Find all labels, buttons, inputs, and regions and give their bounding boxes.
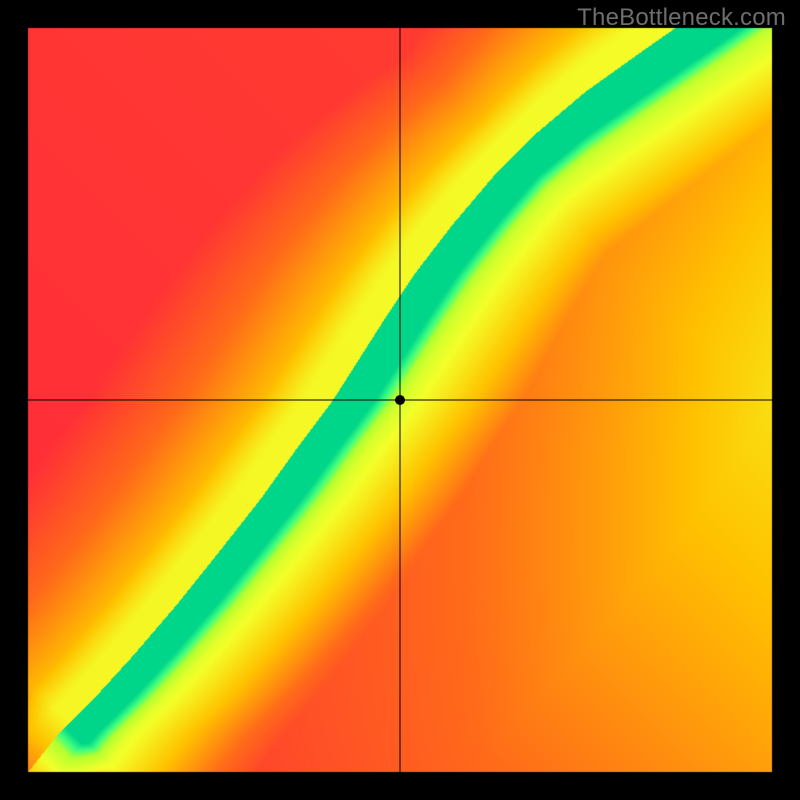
heatmap-canvas bbox=[0, 0, 800, 800]
watermark-text: TheBottleneck.com bbox=[577, 4, 786, 32]
